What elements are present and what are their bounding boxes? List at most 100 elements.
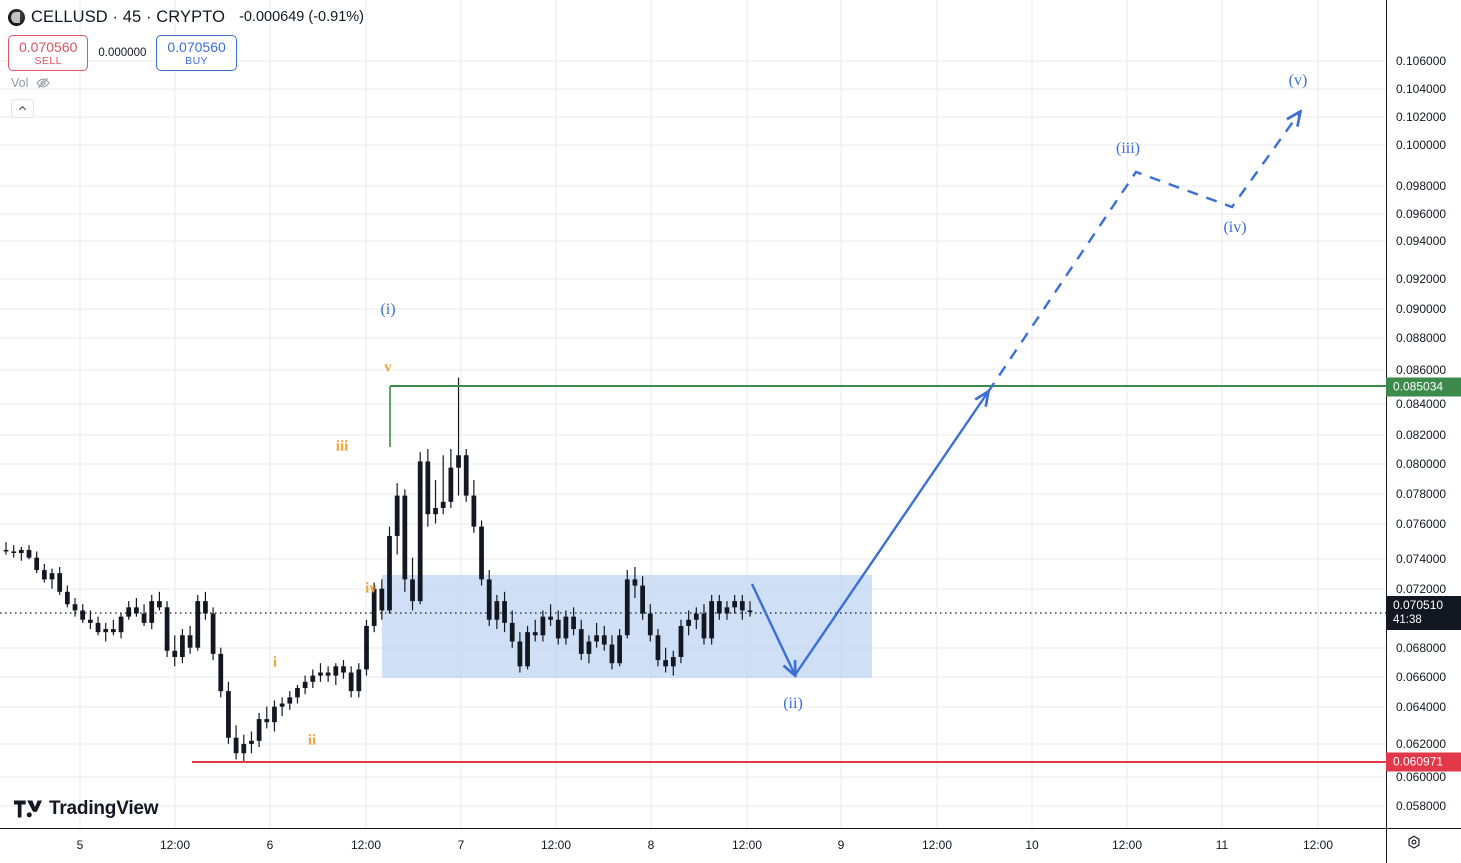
candle-body <box>663 660 669 667</box>
candle-body <box>333 666 339 676</box>
wave-label-major[interactable]: (v) <box>1288 72 1308 89</box>
candle-body <box>41 570 47 580</box>
forecast-wave-iii-arrow[interactable] <box>794 392 988 676</box>
price-tick: 0.084000 <box>1396 397 1447 411</box>
candle-body <box>325 672 331 676</box>
chart-canvas[interactable] <box>0 0 1386 828</box>
candle-body <box>141 613 147 623</box>
last-price-tag[interactable]: 0.070510 41:38 <box>1386 596 1461 630</box>
price-tick: 0.080000 <box>1396 457 1447 471</box>
candle-body <box>3 549 9 552</box>
buy-button[interactable]: 0.070560 BUY <box>156 35 237 71</box>
price-tick: 0.086000 <box>1396 363 1447 377</box>
time-axis[interactable]: 5 12:00 6 12:00 7 12:00 8 12:00 9 12:00 10 12:00 11 1… <box>0 828 1461 863</box>
candle-body <box>571 616 576 630</box>
time-tick: 7 <box>457 838 465 852</box>
price-tick: 0.098000 <box>1396 179 1447 193</box>
axis-corner <box>1386 828 1461 863</box>
candle-body <box>64 591 70 605</box>
sell-label: SELL <box>34 55 62 67</box>
resistance-price-tag[interactable]: 0.085034 <box>1386 377 1461 397</box>
candle-body <box>149 601 155 623</box>
wave-label-minor[interactable]: iii <box>335 438 349 455</box>
buy-label: BUY <box>185 55 208 67</box>
collapse-legend-button[interactable] <box>11 99 34 118</box>
candle-body <box>701 613 707 639</box>
candle-body <box>348 672 354 692</box>
forecast-wave-ii-arrow[interactable] <box>750 583 795 675</box>
candle-body <box>80 610 86 620</box>
price-change: -0.000649 (-0.91%) <box>239 9 364 25</box>
countdown-timer: 41:38 <box>1393 614 1422 626</box>
cell-token-logo-icon <box>8 8 25 26</box>
candle-body <box>118 616 124 633</box>
candle-body <box>387 535 392 611</box>
candle-body <box>249 740 254 744</box>
candle-body <box>709 601 715 639</box>
candle-body <box>686 619 692 626</box>
candle-body <box>287 697 293 704</box>
wave-label-minor[interactable]: ii <box>307 732 317 749</box>
candle-body <box>440 501 446 508</box>
price-tick: 0.104000 <box>1396 82 1447 96</box>
volume-indicator-row[interactable]: Vol <box>11 75 51 91</box>
candle-body <box>716 601 722 614</box>
candle-body <box>203 601 208 614</box>
support-price-tag[interactable]: 0.060971 <box>1386 752 1461 772</box>
price-tick: 0.072000 <box>1396 582 1447 596</box>
candle-body <box>34 557 40 571</box>
candle-body <box>586 641 592 654</box>
legend-title-row: CELLUSD · 45 · CRYPTO -0.000649 (-0.91%) <box>8 6 364 28</box>
candlestick-series <box>3 377 753 761</box>
candle-body <box>678 625 684 657</box>
candle-body <box>187 635 193 648</box>
candle-body <box>272 706 277 723</box>
candle-body <box>233 737 239 754</box>
candle-body <box>72 604 78 611</box>
clock-settings-icon[interactable] <box>1405 834 1423 852</box>
chart-pane[interactable] <box>0 0 1386 828</box>
candle-body <box>157 601 162 608</box>
wave-label-major[interactable]: (iv) <box>1223 219 1247 236</box>
candle-body <box>655 635 661 661</box>
candle-body <box>11 551 17 554</box>
wave-label-minor[interactable]: v <box>384 359 392 376</box>
eye-off-icon[interactable] <box>35 75 51 91</box>
time-tick: 12:00 <box>350 838 382 852</box>
price-axis[interactable]: USD 0.1060000.1040000.1020000.1000000.09… <box>1386 0 1461 828</box>
candle-body <box>57 573 63 592</box>
candle-body <box>555 619 561 639</box>
wave-label-major[interactable]: (ii) <box>783 695 803 712</box>
forecast-dashed-path[interactable] <box>987 112 1300 393</box>
time-tick: 9 <box>837 838 845 852</box>
wave-label-minor[interactable]: i <box>272 654 278 671</box>
time-tick-list: 5 12:00 6 12:00 7 12:00 8 12:00 9 12:00 10 12:00 11 1… <box>0 829 1386 863</box>
candle-body <box>417 461 423 602</box>
time-tick: 12:00 <box>1111 838 1143 852</box>
candle-body <box>103 629 109 633</box>
candle-body <box>486 579 492 620</box>
candle-body <box>502 601 507 623</box>
wave-label-major[interactable]: (i) <box>380 301 396 318</box>
candle-body <box>394 495 400 536</box>
candle-body <box>318 672 323 676</box>
candle-body <box>640 585 645 614</box>
price-tick: 0.068000 <box>1396 641 1447 655</box>
sell-price: 0.070560 <box>19 39 78 55</box>
candle-body <box>210 613 216 654</box>
wave-label-minor[interactable]: iv <box>365 580 377 597</box>
wave-label-major[interactable]: (iii) <box>1116 140 1140 157</box>
candle-body <box>134 607 139 614</box>
sell-button[interactable]: 0.070560 SELL <box>8 35 89 71</box>
buy-price: 0.070560 <box>167 39 226 55</box>
price-tick: 0.106000 <box>1396 54 1447 68</box>
candle-body <box>548 616 553 620</box>
price-tick: 0.058000 <box>1396 799 1447 813</box>
candle-body <box>525 632 530 667</box>
candle-body <box>356 669 362 692</box>
candle-body <box>594 635 599 642</box>
candle-body <box>218 653 224 692</box>
price-tick: 0.060000 <box>1396 770 1447 784</box>
price-tick: 0.078000 <box>1396 487 1447 501</box>
